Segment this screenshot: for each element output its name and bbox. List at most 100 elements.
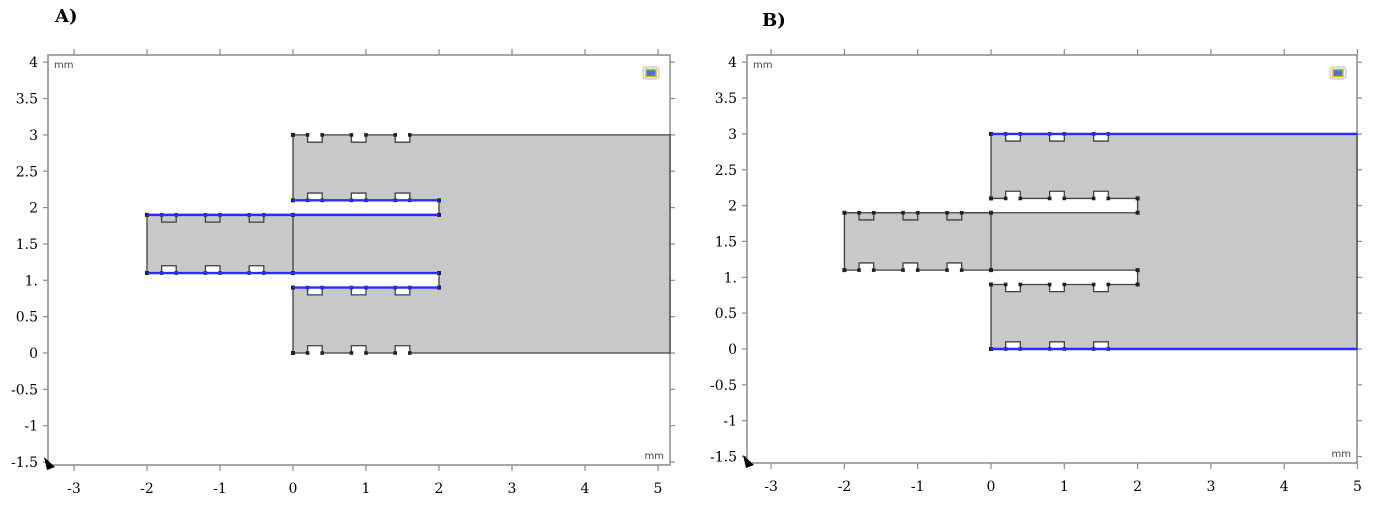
y-tick-label: 2 [29, 201, 38, 217]
y-tick-label: 0 [29, 346, 38, 362]
vertex-point [364, 351, 368, 355]
x-tick-label: -1 [213, 481, 227, 497]
unit-label-top: mm [54, 60, 73, 71]
vertex-point [871, 210, 876, 215]
y-tick-label: 4 [29, 55, 38, 71]
y-tick-label: 0.5 [16, 310, 38, 326]
vertex-point [349, 133, 354, 137]
vertex-point [842, 268, 847, 273]
x-tick-label: 1 [1060, 479, 1069, 495]
antenna-domain [146, 134, 671, 354]
axis-origin-icon [44, 457, 55, 470]
x-tick-label: 4 [1280, 479, 1289, 495]
view-cube-icon[interactable] [1329, 66, 1347, 80]
y-tick-label: -0.5 [11, 382, 38, 398]
vertex-point [1047, 196, 1052, 201]
vertex-point [1135, 196, 1140, 201]
vertex-point [305, 133, 310, 137]
y-tick-label: 1. [724, 270, 737, 286]
x-tick-label: 4 [581, 481, 590, 497]
x-tick-label: 0 [289, 481, 298, 497]
y-tick-label: 2 [728, 199, 737, 215]
panel-a: -3 -2 -1 0 1 2 3 4 5 4 3.5 3 2.5 2 1.5 1. 0.5 0 -0.5 -1 -1.5… [11, 49, 675, 497]
unit-label-bottom: mm [1332, 449, 1351, 460]
y-tick-label: 0 [728, 342, 737, 358]
vertex-point [393, 133, 397, 137]
x-tick-label: 5 [654, 481, 663, 497]
vertex-point [915, 210, 920, 215]
vertex-point [349, 351, 354, 355]
vertex-point [901, 210, 905, 215]
y-tick-label: 1.5 [16, 237, 38, 253]
x-tick-label: 0 [987, 479, 996, 495]
vertex-point [1106, 282, 1111, 287]
vertex-point [291, 351, 295, 355]
vertex-point [1135, 268, 1140, 273]
x-tick-label: -2 [140, 481, 154, 497]
y-tick-label: 1. [25, 273, 38, 289]
axis-origin-icon [743, 455, 754, 468]
vertex-point [1062, 282, 1067, 287]
vertex-point [871, 268, 876, 272]
vertex-point [989, 268, 993, 273]
vertex-point [989, 210, 993, 215]
unit-label-top: mm [753, 60, 772, 71]
x-tick-label: 3 [1206, 479, 1215, 495]
x-tick-label: 5 [1353, 479, 1362, 495]
vertex-point [393, 351, 397, 355]
vertex-point [1003, 196, 1008, 201]
vertex-point [364, 133, 368, 137]
vertex-point [1091, 282, 1096, 287]
vertex-point [408, 351, 412, 355]
vertex-point [1091, 196, 1096, 201]
vertex-point [901, 268, 905, 272]
panel-b-label: B) [762, 10, 786, 31]
panel-a-label: A) [55, 6, 78, 27]
vertex-point [1018, 282, 1023, 287]
vertex-point [857, 268, 861, 272]
vertex-point [1135, 282, 1140, 287]
x-tick-label: 2 [1133, 479, 1142, 495]
feed-top-edge [844, 212, 991, 221]
vertex-point [959, 268, 964, 272]
vertex-point [305, 351, 310, 355]
x-tick-label: 3 [508, 481, 517, 497]
vertex-point [989, 282, 993, 287]
vertex-point [1106, 196, 1111, 201]
y-tick-label: 3 [728, 127, 737, 143]
vertex-point [320, 351, 324, 355]
y-tick-label: -1 [24, 419, 38, 435]
x-tick-label: -1 [911, 479, 925, 495]
vertex-point [857, 210, 861, 215]
y-tick-label: 1.5 [715, 234, 737, 250]
vertex-point [1062, 196, 1067, 201]
vertex-point [945, 210, 949, 215]
y-tick-label: -1.5 [710, 450, 737, 466]
y-tick-label: -0.5 [710, 378, 737, 394]
feed-top-edge [147, 214, 293, 223]
unit-label-bottom: mm [645, 451, 664, 462]
antenna-domain [843, 133, 1358, 350]
y-tick-label: -1.5 [11, 455, 38, 471]
vertex-point [291, 132, 295, 137]
y-tick-label: 2.5 [715, 163, 737, 179]
vertex-point [408, 133, 412, 137]
y-tick-label: 3 [29, 128, 38, 144]
vertex-point [989, 196, 993, 201]
vertex-point [1135, 210, 1140, 215]
x-tick-label: -3 [67, 481, 81, 497]
x-tick-label: -2 [838, 479, 852, 495]
x-tick-label: 1 [362, 481, 371, 497]
x-tick-label: -3 [764, 479, 778, 495]
vertex-point [945, 268, 949, 272]
vertex-point [1018, 196, 1023, 201]
x-tick-label: 2 [435, 481, 444, 497]
panel-b: -3 -2 -1 0 1 2 3 4 5 4 3.5 3 2.5 2 1.5 1. 0.5 0 -0.5 -1 -1.5… [710, 49, 1362, 495]
y-tick-label: 3.5 [16, 92, 38, 108]
view-cube-icon[interactable] [642, 66, 660, 80]
vertex-point [1047, 282, 1052, 287]
y-tick-label: 4 [728, 55, 737, 71]
y-tick-label: 0.5 [715, 306, 737, 322]
vertex-point [915, 268, 920, 272]
